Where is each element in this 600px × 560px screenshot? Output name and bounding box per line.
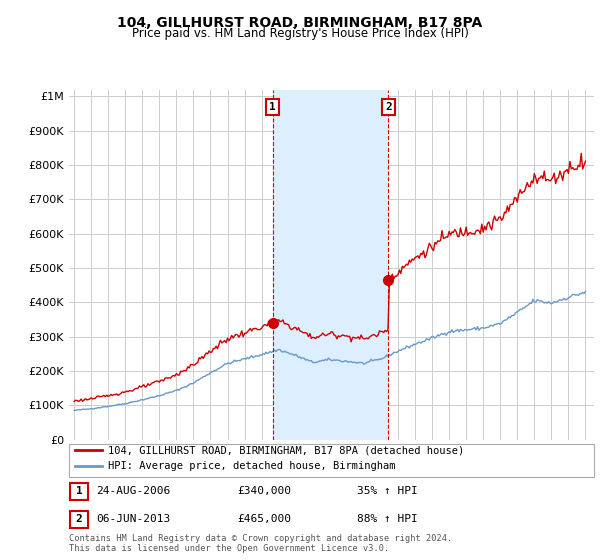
Text: 06-JUN-2013: 06-JUN-2013 bbox=[96, 514, 170, 524]
Text: 2: 2 bbox=[385, 102, 392, 112]
Text: HPI: Average price, detached house, Birmingham: HPI: Average price, detached house, Birm… bbox=[108, 461, 395, 471]
Text: 1: 1 bbox=[269, 102, 276, 112]
Text: 104, GILLHURST ROAD, BIRMINGHAM, B17 8PA: 104, GILLHURST ROAD, BIRMINGHAM, B17 8PA bbox=[118, 16, 482, 30]
Text: £340,000: £340,000 bbox=[237, 486, 291, 496]
Text: £465,000: £465,000 bbox=[237, 514, 291, 524]
Text: Contains HM Land Registry data © Crown copyright and database right 2024.
This d: Contains HM Land Registry data © Crown c… bbox=[69, 534, 452, 553]
Text: 35% ↑ HPI: 35% ↑ HPI bbox=[357, 486, 418, 496]
Bar bbox=[272, 90, 388, 440]
Text: 1: 1 bbox=[76, 486, 83, 496]
Text: Price paid vs. HM Land Registry's House Price Index (HPI): Price paid vs. HM Land Registry's House … bbox=[131, 27, 469, 40]
Text: 24-AUG-2006: 24-AUG-2006 bbox=[96, 486, 170, 496]
Text: 88% ↑ HPI: 88% ↑ HPI bbox=[357, 514, 418, 524]
Text: 104, GILLHURST ROAD, BIRMINGHAM, B17 8PA (detached house): 104, GILLHURST ROAD, BIRMINGHAM, B17 8PA… bbox=[108, 445, 464, 455]
Text: 2: 2 bbox=[76, 514, 83, 524]
